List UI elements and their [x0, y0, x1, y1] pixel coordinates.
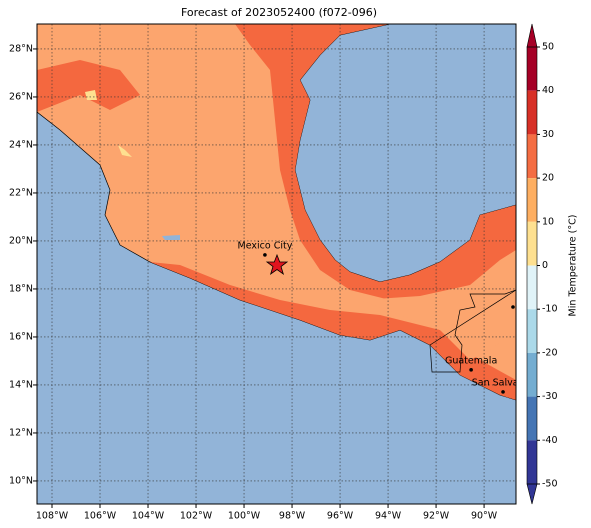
x-tick-label: 106°W [84, 511, 117, 522]
colorbar-extend [526, 23, 538, 48]
colorbar-tick-label: -30 [542, 391, 558, 402]
x-tick-label: 108°W [36, 511, 69, 522]
x-tick-label: 100°W [228, 511, 261, 522]
colorbar-band [527, 47, 537, 91]
map-frame [36, 23, 517, 505]
colorbar-band [527, 221, 537, 266]
y-tick-label: 20°N [9, 235, 33, 246]
colorbar-tick-label: -40 [542, 435, 558, 446]
y-tick-label: 24°N [9, 139, 33, 150]
colorbar-label: Min Temperature (°C) [568, 215, 579, 317]
colorbar-band [527, 440, 537, 484]
city-dot [511, 305, 515, 309]
mild-zone [360, 250, 516, 360]
y-tick-label: 12°N [9, 427, 33, 438]
colorbar-band [527, 90, 537, 135]
y-tick-label: 16°N [9, 331, 33, 342]
warm-zone [235, 24, 516, 305]
x-tick-label: 104°W [132, 511, 165, 522]
x-tick-label: 90°W [471, 511, 498, 522]
city-dot [501, 390, 505, 394]
x-tick-label: 98°W [279, 511, 306, 522]
y-tick-label: 26°N [9, 91, 33, 102]
colorbar-band [527, 352, 537, 397]
y-tick-label: 10°N [9, 475, 33, 486]
x-tick-label: 102°W [180, 511, 213, 522]
warm-zone [37, 60, 140, 112]
colorbar-band [527, 309, 537, 353]
x-tick-label: 96°W [327, 511, 354, 522]
colorbar-tick-label: 20 [542, 173, 554, 184]
colorbar-tick-label: -50 [542, 479, 558, 490]
colorbar-band [527, 396, 537, 441]
land-border [429, 289, 516, 373]
city-label: Mexico City [238, 240, 293, 251]
y-tick-label: 14°N [9, 379, 33, 390]
colorbar-tick-label: 40 [542, 85, 554, 96]
colorbar-tick-label: -20 [542, 347, 558, 358]
colorbar-tick-label: 30 [542, 129, 554, 140]
colorbar-band [527, 265, 537, 310]
colorbar-band [527, 134, 537, 179]
cool-spot [85, 90, 97, 100]
colorbar-tick-label: 50 [542, 42, 554, 53]
colorbar-tick-label: 10 [542, 216, 554, 227]
city-dot [469, 368, 473, 372]
colorbar-tick-label: -10 [542, 304, 558, 315]
map-area: Mexico City Guatemala San Salvador [37, 24, 535, 504]
y-tick-label: 22°N [9, 187, 33, 198]
x-tick-label: 92°W [423, 511, 450, 522]
lake [162, 235, 180, 240]
warm-zone [150, 262, 516, 400]
y-tick-label: 18°N [9, 283, 33, 294]
colorbar-band [527, 178, 537, 222]
x-tick-label: 94°W [375, 511, 402, 522]
city-label: Guatemala [445, 355, 497, 366]
city-dot [263, 253, 267, 257]
cool-spot [118, 145, 132, 157]
star-marker [265, 253, 289, 276]
colorbar-tick-label: 0 [542, 260, 548, 271]
map-title: Forecast of 2023052400 (f072-096) [181, 6, 377, 19]
colorbar-extend [526, 483, 538, 505]
y-tick-label: 28°N [9, 43, 33, 54]
city-label: San Salvador [472, 377, 535, 388]
